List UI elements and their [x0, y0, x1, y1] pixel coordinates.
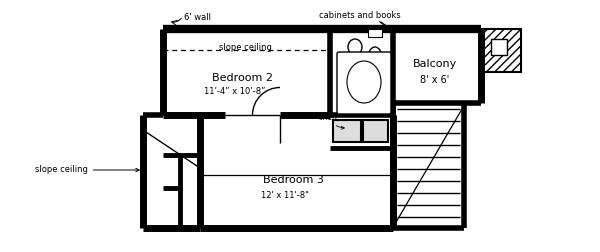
Text: slope ceiling: slope ceiling — [35, 166, 139, 174]
Ellipse shape — [348, 39, 362, 55]
Text: Bath: Bath — [347, 83, 370, 93]
Bar — [491, 39, 507, 55]
Text: Bedroom 2: Bedroom 2 — [212, 73, 274, 83]
Bar — [368, 29, 382, 37]
Text: 8' x 6': 8' x 6' — [421, 75, 449, 85]
Ellipse shape — [347, 61, 381, 103]
Text: Balcony: Balcony — [413, 59, 457, 69]
Text: Bedroom 3: Bedroom 3 — [263, 175, 323, 185]
Text: slope ceiling: slope ceiling — [218, 43, 271, 51]
Text: linen: linen — [318, 112, 344, 129]
Text: 11’-4” x 10’-8”: 11’-4” x 10’-8” — [205, 87, 266, 97]
Bar — [481, 29, 521, 72]
Bar — [333, 120, 361, 142]
Ellipse shape — [368, 47, 382, 69]
Bar — [363, 120, 388, 142]
FancyBboxPatch shape — [337, 52, 391, 114]
Text: 6' wall: 6' wall — [184, 14, 211, 22]
Text: cabinets and books: cabinets and books — [319, 12, 401, 20]
Text: 12' x 11'-8": 12' x 11'-8" — [261, 192, 309, 201]
